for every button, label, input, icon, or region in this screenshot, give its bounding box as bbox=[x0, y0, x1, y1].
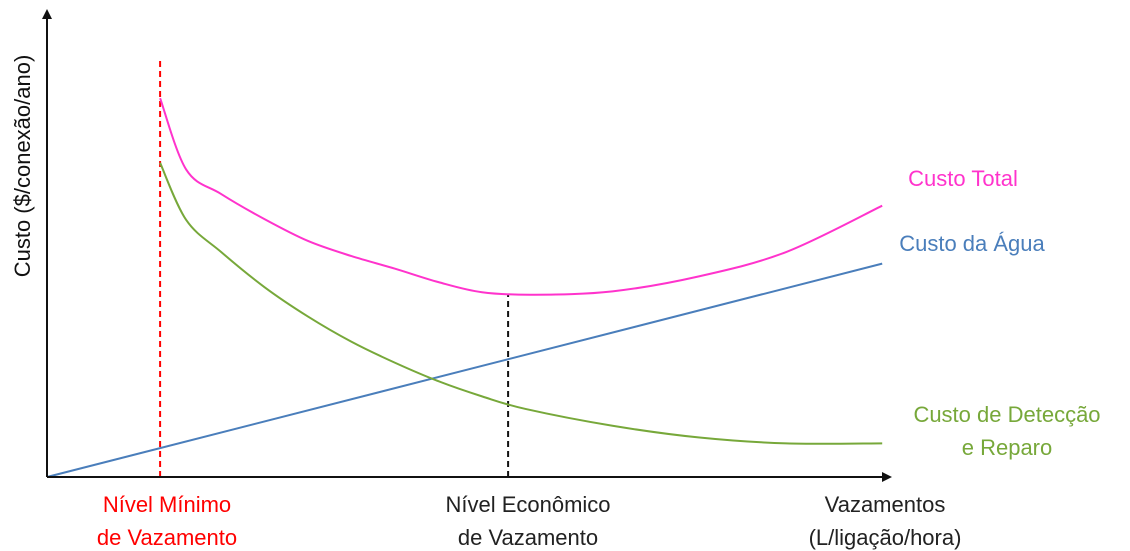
water-cost-line bbox=[46, 262, 883, 478]
x-axis-label-line-2: (L/ligação/hora) bbox=[809, 525, 962, 550]
detection-repair-cost-label-line-2: e Reparo bbox=[962, 435, 1053, 460]
total-cost-label: Custo Total bbox=[908, 166, 1018, 191]
minimum-leakage-label-line-2: de Vazamento bbox=[97, 525, 237, 550]
economic-leakage-label-line-1: Nível Econômico bbox=[445, 492, 610, 517]
detection-repair-cost-line bbox=[159, 162, 883, 445]
economic-leakage-label-line-2: de Vazamento bbox=[458, 525, 598, 550]
minimum-leakage-label-line-1: Nível Mínimo bbox=[103, 492, 231, 517]
detection-repair-cost-label-line-1: Custo de Detecção bbox=[913, 402, 1100, 427]
total-cost-line bbox=[159, 97, 883, 296]
x-axis-label-line-1: Vazamentos bbox=[825, 492, 946, 517]
water-cost-label: Custo da Água bbox=[899, 231, 1045, 256]
y-axis-label: Custo ($/conexão/ano) bbox=[10, 55, 35, 278]
